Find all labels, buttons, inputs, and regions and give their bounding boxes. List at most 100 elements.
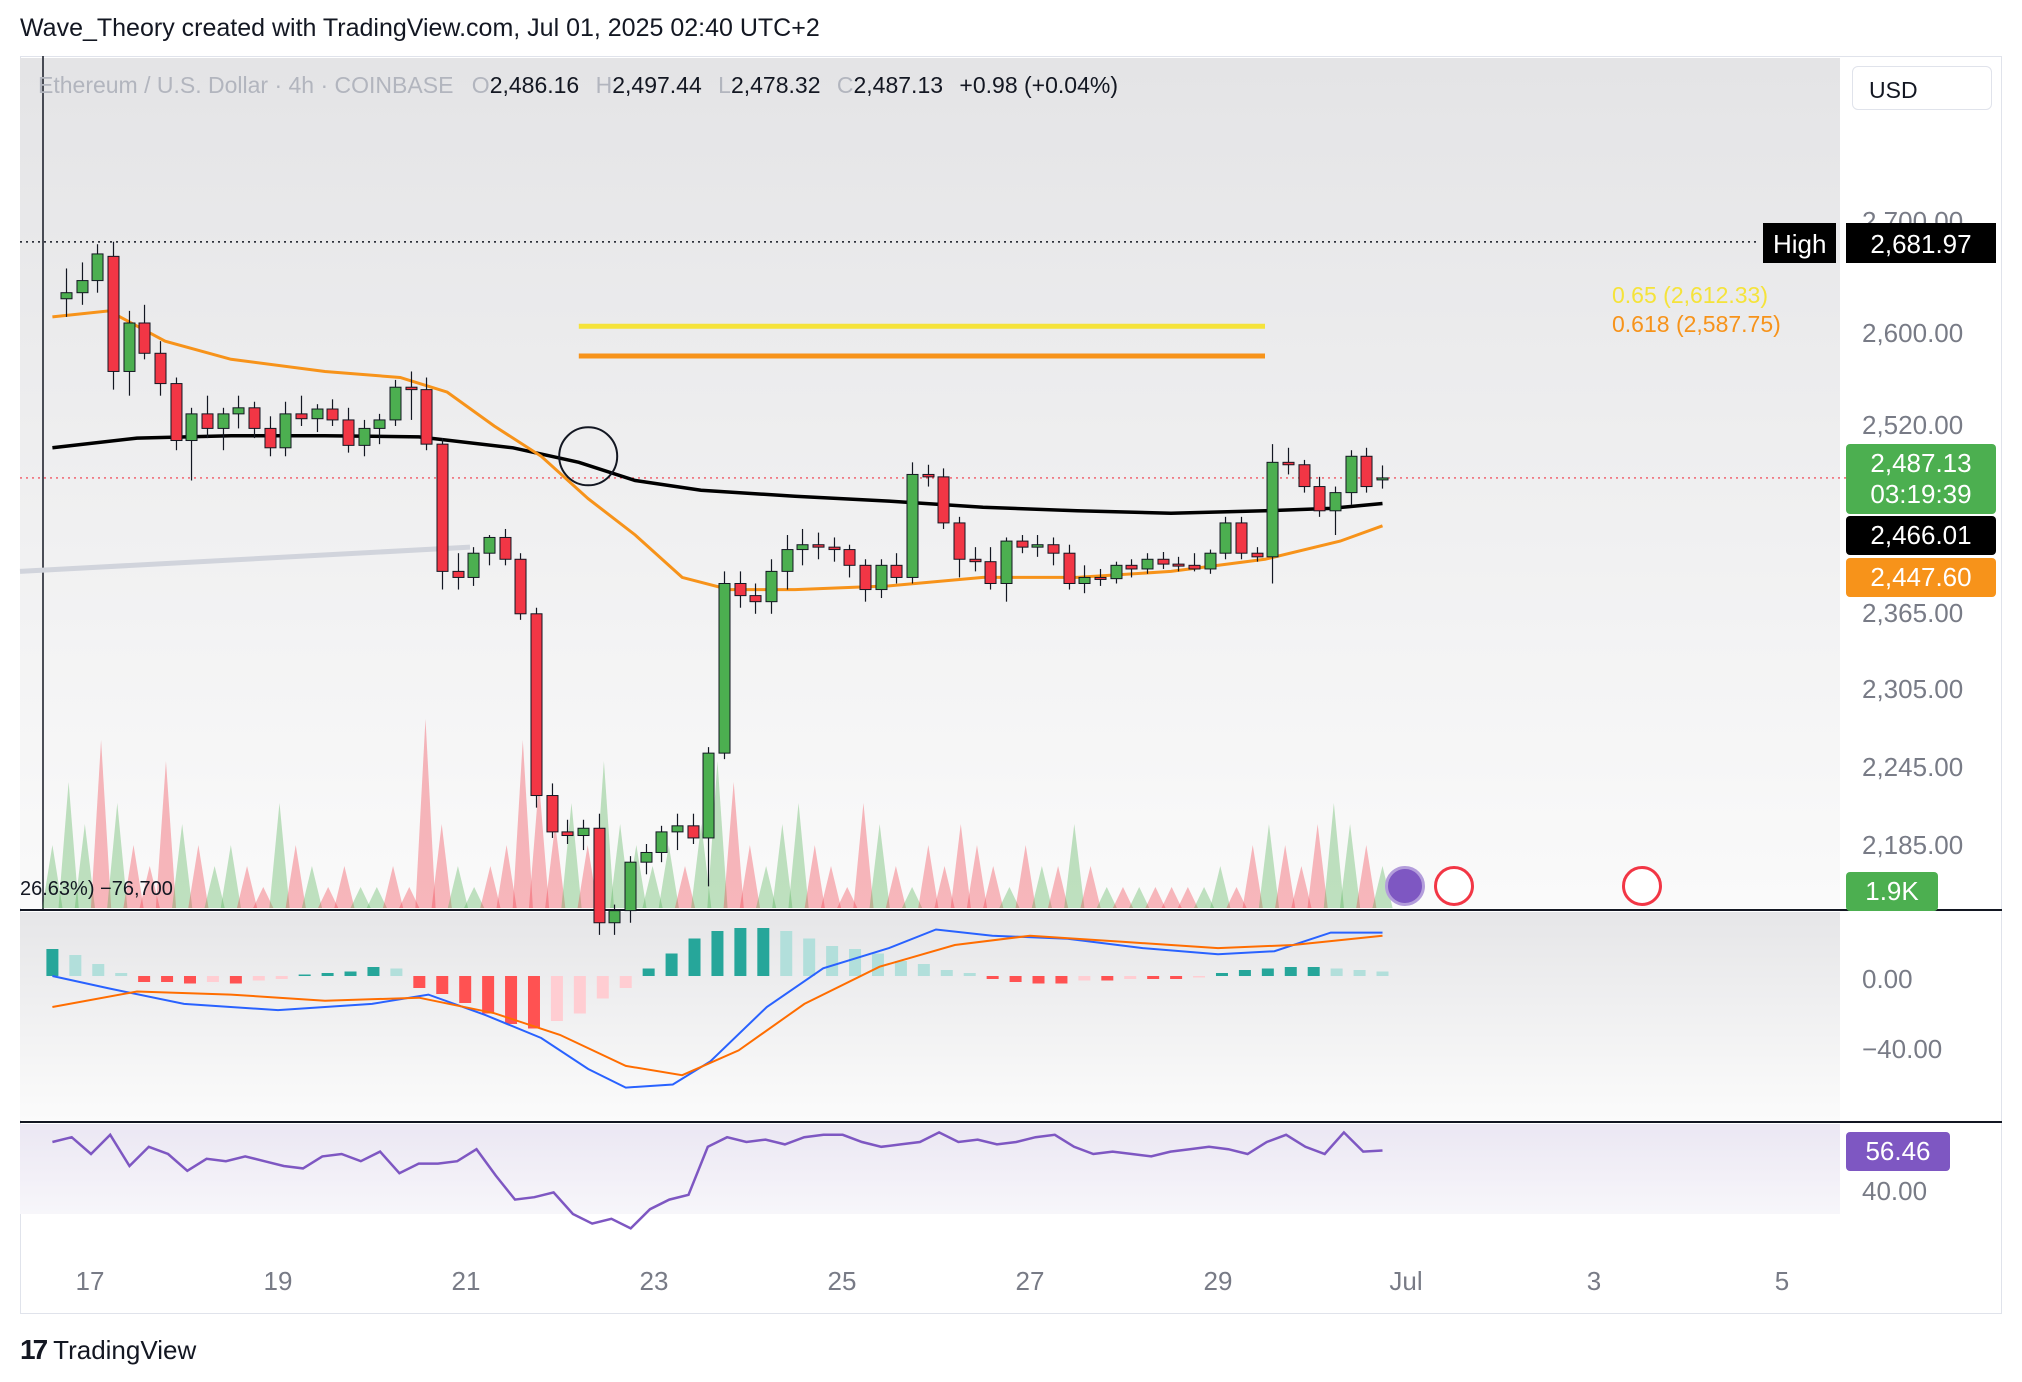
candle[interactable]	[1063, 544, 1076, 590]
candle[interactable]	[499, 528, 512, 566]
macd-histogram-bar	[1055, 976, 1068, 984]
currency-selector-button[interactable]: USD	[1852, 66, 1992, 110]
candle[interactable]	[530, 607, 543, 808]
symbol-ohlc-legend[interactable]: Ethereum / U.S. Dollar · 4h · COINBASE O…	[38, 72, 1128, 99]
candle[interactable]	[389, 379, 402, 426]
candle[interactable]	[185, 407, 198, 481]
candle[interactable]	[687, 813, 700, 844]
candle[interactable]	[295, 395, 308, 426]
candle[interactable]	[154, 341, 167, 396]
candle[interactable]	[1110, 561, 1123, 584]
candle[interactable]	[1094, 568, 1107, 586]
candle[interactable]	[828, 537, 841, 562]
candle[interactable]	[561, 819, 574, 844]
candle[interactable]	[326, 399, 339, 426]
symbol-pair[interactable]: Ethereum / U.S. Dollar · 4h · COINBASE	[38, 72, 454, 98]
candle[interactable]	[107, 241, 120, 390]
candle[interactable]	[1141, 553, 1154, 574]
volume-bar	[447, 866, 469, 908]
candle[interactable]	[217, 407, 230, 451]
overlay-drawings[interactable]	[558, 323, 1265, 487]
candle[interactable]	[1360, 447, 1373, 493]
candle[interactable]	[1172, 556, 1185, 572]
candle[interactable]	[1298, 459, 1311, 493]
candle[interactable]	[1031, 535, 1044, 557]
candle[interactable]	[624, 856, 637, 923]
us-flag-event-icon[interactable]	[1434, 866, 1474, 906]
candle[interactable]	[60, 268, 73, 317]
candle[interactable]	[1000, 537, 1013, 602]
candle[interactable]	[123, 310, 136, 396]
macd-histogram-bar	[917, 964, 930, 976]
candle[interactable]	[358, 419, 371, 457]
candle[interactable]	[248, 401, 261, 439]
candle[interactable]	[1078, 565, 1091, 594]
candle[interactable]	[749, 583, 762, 614]
candle[interactable]	[984, 547, 997, 590]
candle[interactable]	[655, 825, 668, 863]
candle[interactable]	[1125, 559, 1138, 578]
candle[interactable]	[1345, 450, 1358, 505]
candlestick-series[interactable]	[60, 241, 1389, 935]
candle[interactable]	[483, 535, 496, 566]
candle[interactable]	[906, 462, 919, 584]
candle[interactable]	[1282, 447, 1295, 475]
candle[interactable]	[640, 844, 653, 875]
candle[interactable]	[342, 407, 355, 453]
candle[interactable]	[170, 377, 183, 451]
candle[interactable]	[76, 262, 89, 305]
candle[interactable]	[91, 244, 104, 293]
candle[interactable]	[1157, 551, 1170, 569]
candle[interactable]	[843, 544, 856, 578]
candle[interactable]	[311, 404, 324, 433]
candle[interactable]	[546, 783, 559, 838]
candle[interactable]	[1313, 476, 1326, 517]
candle[interactable]	[718, 571, 731, 760]
candle[interactable]	[467, 547, 480, 586]
candle[interactable]	[452, 553, 465, 590]
lightning-event-icon[interactable]	[1385, 866, 1425, 906]
candle[interactable]	[1188, 553, 1201, 572]
candle[interactable]	[922, 464, 935, 487]
candle[interactable]	[1376, 465, 1389, 489]
candle[interactable]	[969, 547, 982, 572]
candle[interactable]	[405, 371, 418, 420]
candle[interactable]	[875, 559, 888, 599]
candle[interactable]	[796, 528, 809, 566]
candle[interactable]	[264, 416, 277, 457]
candle[interactable]	[608, 904, 621, 935]
candle[interactable]	[953, 516, 966, 578]
candle[interactable]	[671, 813, 684, 851]
candle[interactable]	[593, 813, 606, 935]
candle[interactable]	[1235, 516, 1248, 560]
candle[interactable]	[812, 532, 825, 560]
candle[interactable]	[138, 304, 151, 360]
candle[interactable]	[279, 401, 292, 457]
candle[interactable]	[1329, 486, 1342, 536]
candle[interactable]	[734, 571, 747, 608]
candle[interactable]	[420, 377, 433, 451]
candle[interactable]	[702, 747, 715, 887]
candle[interactable]	[1204, 549, 1217, 574]
candle[interactable]	[373, 413, 386, 445]
candle[interactable]	[436, 438, 449, 590]
candle[interactable]	[937, 468, 950, 529]
candle[interactable]	[1266, 444, 1279, 584]
candle[interactable]	[1047, 537, 1060, 566]
candle[interactable]	[1251, 547, 1264, 562]
candle[interactable]	[514, 553, 527, 620]
candle[interactable]	[577, 819, 590, 851]
candle[interactable]	[765, 559, 778, 614]
candle[interactable]	[201, 395, 214, 439]
us-flag-event-icon[interactable]	[1622, 866, 1662, 906]
candle[interactable]	[890, 553, 903, 584]
candle[interactable]	[781, 535, 794, 590]
macd-histogram-bar	[183, 976, 196, 984]
candle[interactable]	[1219, 516, 1232, 560]
tradingview-logo[interactable]: 17 TradingView	[20, 1334, 196, 1366]
candle[interactable]	[859, 559, 872, 602]
macd-histogram-bar	[69, 955, 82, 976]
candle[interactable]	[1016, 535, 1029, 554]
candle[interactable]	[232, 395, 245, 429]
